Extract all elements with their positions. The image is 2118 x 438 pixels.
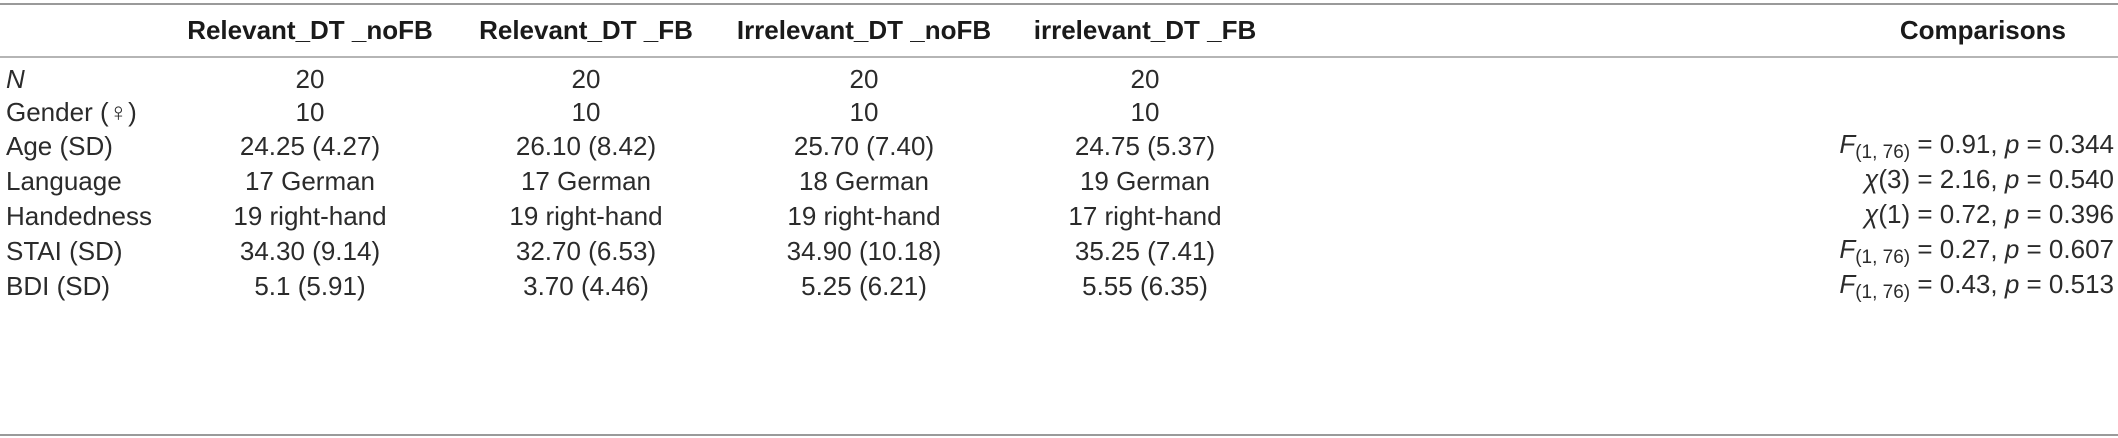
table-cell: 10 [849, 96, 879, 127]
table-cell: 20 [571, 64, 601, 94]
comparison-p-symbol: p [2004, 269, 2020, 300]
header-comparisons: Comparisons [1899, 15, 2066, 45]
comparison-df: (1, 76) [1855, 142, 1911, 164]
comparison-value: (1) = 0.72, [1878, 199, 2005, 230]
row-label: Age (SD) [6, 131, 113, 162]
comparison-p-value: = 0.607 [2019, 234, 2114, 265]
comparison-value: = 0.27, [1910, 234, 2005, 265]
table-cell: 10 [295, 96, 325, 127]
comparison-p-value: = 0.396 [2019, 199, 2114, 230]
table-row: Handedness 19 right-hand 19 right-hand 19 r… [0, 199, 2118, 234]
comparison-df: (1, 76) [1855, 282, 1911, 304]
table-cell: 17 right-hand [1068, 201, 1222, 232]
comparison-p-value: = 0.513 [2019, 269, 2114, 300]
table-cell: 3.70 (4.46) [523, 271, 649, 302]
table-top-rule [0, 3, 2118, 5]
comparison-cell: F(1, 76) = 0.91, p = 0.344 [1286, 129, 2118, 164]
table-cell: 18 German [798, 166, 930, 197]
comparison-cell [1286, 56, 2118, 95]
comparison-p-symbol: p [2004, 234, 2020, 265]
table-cell: 19 German [1079, 166, 1211, 197]
table-cell: 20 [295, 64, 325, 94]
table-cell: 17 German [520, 166, 652, 197]
row-label: N [6, 64, 25, 94]
row-label: STAI (SD) [6, 236, 123, 267]
table-row: Age (SD) 24.25 (4.27) 26.10 (8.42) 25.70 (7… [0, 129, 2118, 164]
comparison-p-symbol: p [2004, 199, 2020, 230]
table-cell: 20 [1130, 64, 1160, 94]
table-cell: 17 German [244, 166, 376, 197]
comparison-cell: F(1, 76) = 0.43, p = 0.513 [1286, 269, 2118, 304]
header-irrelevant-fb: irrelevant_DT _FB [1033, 15, 1257, 45]
header-row: Relevant_DT _noFB Relevant_DT _FB Irrele… [0, 5, 2118, 56]
comparison-value: = 0.43, [1910, 269, 2005, 300]
comparison-p-symbol: p [2004, 129, 2020, 160]
comparison-stat: F [1839, 269, 1856, 300]
table-cell: 5.1 (5.91) [254, 271, 366, 302]
row-label: Handedness [6, 201, 152, 232]
table-cell: 25.70 (7.40) [793, 131, 935, 162]
table-row: BDI (SD) 5.1 (5.91) 3.70 (4.46) 5.25 (6.21)… [0, 269, 2118, 304]
table-cell: 10 [1130, 96, 1160, 127]
table-cell: 34.90 (10.18) [786, 236, 942, 267]
table-cell: 19 right-hand [233, 201, 387, 232]
table-row: STAI (SD) 34.30 (9.14) 32.70 (6.53) 34.90 (… [0, 234, 2118, 269]
comparison-df: (1, 76) [1855, 247, 1911, 269]
comparison-value: = 0.91, [1910, 129, 2005, 160]
comparison-stat: F [1839, 234, 1856, 265]
header-relevant-fb: Relevant_DT _FB [479, 15, 693, 45]
row-label: Language [6, 166, 122, 197]
comparison-stat: χ [1864, 199, 1879, 230]
comparison-p-value: = 0.540 [2019, 164, 2114, 195]
table-cell: 10 [571, 96, 601, 127]
table-cell: 5.55 (6.35) [1082, 271, 1208, 302]
table-row: Language 17 German 17 German 18 German 19 Ge… [0, 164, 2118, 199]
header-blank [0, 5, 172, 56]
table-cell: 34.30 (9.14) [239, 236, 381, 267]
comparison-value: (3) = 2.16, [1878, 164, 2005, 195]
comparison-stat: F [1839, 129, 1856, 160]
row-label: BDI (SD) [6, 271, 110, 302]
row-label: Gender (♀) [6, 96, 137, 127]
table-header-rule [0, 56, 2118, 58]
comparison-cell: χ(1) = 0.72, p = 0.396 [1286, 199, 2118, 234]
table-cell: 24.75 (5.37) [1074, 131, 1216, 162]
table-cell: 24.25 (4.27) [239, 131, 381, 162]
comparison-stat: χ [1864, 164, 1879, 195]
table-cell: 19 right-hand [509, 201, 663, 232]
comparison-p-symbol: p [2004, 164, 2020, 195]
table-cell: 20 [849, 64, 879, 94]
table-cell: 5.25 (6.21) [801, 271, 927, 302]
table-cell: 19 right-hand [787, 201, 941, 232]
demographics-table: Relevant_DT _noFB Relevant_DT _FB Irrele… [0, 5, 2118, 304]
header-relevant-nofb: Relevant_DT _noFB [187, 15, 433, 45]
table-row: Gender (♀) 10 10 10 10 [0, 95, 2118, 129]
comparison-cell: χ(3) = 2.16, p = 0.540 [1286, 164, 2118, 199]
table-cell: 32.70 (6.53) [515, 236, 657, 267]
table-row: N 20 20 20 20 [0, 56, 2118, 95]
table-cell: 26.10 (8.42) [515, 131, 657, 162]
comparison-cell [1286, 95, 2118, 129]
comparison-p-value: = 0.344 [2019, 129, 2114, 160]
header-irrelevant-nofb: Irrelevant_DT _noFB [736, 15, 992, 45]
comparison-cell: F(1, 76) = 0.27, p = 0.607 [1286, 234, 2118, 269]
table-cell: 35.25 (7.41) [1074, 236, 1216, 267]
table-bottom-rule [0, 434, 2118, 436]
